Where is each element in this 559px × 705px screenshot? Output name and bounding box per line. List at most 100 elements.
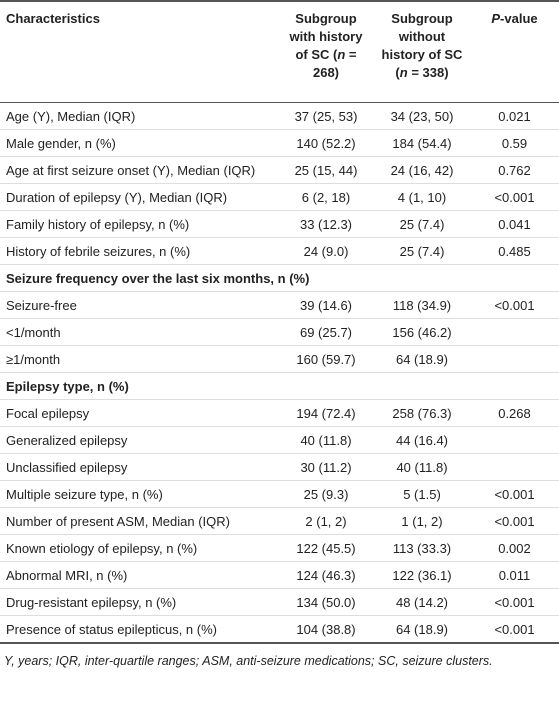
header-text: = 338) <box>407 65 449 80</box>
header-text: Subgroup with history of SC ( <box>289 11 363 62</box>
table-row: Family history of epilepsy, n (%) 33 (12.… <box>0 210 559 238</box>
table-row: Number of present ASM, Median (IQR) 2 (1,… <box>0 507 559 535</box>
header-italic: P <box>491 11 501 26</box>
value-cell: 44 (16.4) <box>374 426 470 454</box>
label-cell: Age (Y), Median (IQR) <box>0 102 278 130</box>
table-row: Seizure-free 39 (14.6) 118 (34.9) <0.001 <box>0 291 559 319</box>
value-cell: 24 (9.0) <box>278 237 374 265</box>
value-cell: <0.001 <box>494 621 535 637</box>
header-row: Characteristics Subgroup with history of … <box>0 1 559 103</box>
table-row: Known etiology of epilepsy, n (%) 122 (45… <box>0 534 559 562</box>
value-cell: 134 (50.0) <box>278 588 374 616</box>
label-cell: Drug-resistant epilepsy, n (%) <box>0 588 278 616</box>
data-table: Characteristics Subgroup with history of … <box>0 0 559 644</box>
value-cell: <0.001 <box>470 507 559 535</box>
label-cell: Abnormal MRI, n (%) <box>0 561 278 589</box>
header-cell: Subgroup without history of SC (n = 338) <box>374 1 470 103</box>
table-row: Duration of epilepsy (Y), Median (IQR) 6 … <box>0 183 559 211</box>
empty-cell <box>470 426 559 454</box>
table-row: Focal epilepsy 194 (72.4) 258 (76.3) 0.268 <box>0 399 559 427</box>
label-cell: Family history of epilepsy, n (%) <box>0 210 278 238</box>
header-text: Subgroup without history of SC ( <box>381 11 463 80</box>
value-cell: 1 (1, 2) <box>374 507 470 535</box>
table-row: Age at first seizure onset (Y), Median (… <box>0 156 559 184</box>
table-row: History of febrile seizures, n (%) 24 (9.… <box>0 237 559 265</box>
value-cell: 34 (23, 50) <box>374 102 470 130</box>
value-cell: <0.001 <box>470 588 559 616</box>
value-cell: 0.011 <box>470 561 559 589</box>
table-row: Multiple seizure type, n (%) 25 (9.3) 5 (1… <box>0 480 559 508</box>
value-cell: 184 (54.4) <box>374 129 470 157</box>
empty-cell <box>470 453 559 481</box>
label-cell: Male gender, n (%) <box>0 129 278 157</box>
table-row: Unclassified epilepsy 30 (11.2) 40 (11.8) <box>0 453 559 481</box>
value-cell: 0.59 <box>470 129 559 157</box>
value-cell: 39 (14.6) <box>278 291 374 319</box>
value-cell: 40 (11.8) <box>374 453 470 481</box>
value-cell: 25 (7.4) <box>374 210 470 238</box>
value-cell: 5 (1.5) <box>374 480 470 508</box>
value-cell: <0.001 <box>470 291 559 319</box>
empty-cell <box>470 318 559 346</box>
table-body: Age (Y), Median (IQR) 37 (25, 53) 34 (23, … <box>0 102 559 644</box>
table-row: Abnormal MRI, n (%) 124 (46.3) 122 (36.1) 0… <box>0 561 559 589</box>
header-cell: Subgroup with history of SC (n = 268) <box>278 1 374 103</box>
empty-cell <box>470 345 559 373</box>
label-cell: History of febrile seizures, n (%) <box>0 237 278 265</box>
header-text: = 268) <box>312 47 357 80</box>
value-cell: 0.762 <box>470 156 559 184</box>
label-cell: ≥1/month <box>0 345 278 373</box>
label-cell: Presence of status epilepticus, n (%) <box>6 621 217 637</box>
label-cell: Multiple seizure type, n (%) <box>0 480 278 508</box>
value-cell: 30 (11.2) <box>278 453 374 481</box>
label-cell: <1/month <box>0 318 278 346</box>
value-cell: <0.001 <box>470 480 559 508</box>
value-cell: 48 (14.2) <box>374 588 470 616</box>
table-row: Male gender, n (%) 140 (52.2) 184 (54.4) 0.… <box>0 129 559 157</box>
value-cell: 258 (76.3) <box>374 399 470 427</box>
value-cell: 6 (2, 18) <box>278 183 374 211</box>
header-text: Characteristics <box>6 11 100 26</box>
header-italic: n <box>337 47 346 62</box>
value-cell: 4 (1, 10) <box>374 183 470 211</box>
table-row: Drug-resistant epilepsy, n (%) 134 (50.0)… <box>0 588 559 616</box>
table-row: ≥1/month 160 (59.7) 64 (18.9) <box>0 345 559 373</box>
table-row: Generalized epilepsy 40 (11.8) 44 (16.4) <box>0 426 559 454</box>
label-cell: Seizure-free <box>0 291 278 319</box>
value-cell: 2 (1, 2) <box>278 507 374 535</box>
header-cell: Characteristics <box>0 1 278 103</box>
label-cell: Unclassified epilepsy <box>0 453 278 481</box>
value-cell: 122 (45.5) <box>278 534 374 562</box>
label-cell: Number of present ASM, Median (IQR) <box>0 507 278 535</box>
table-row: Epilepsy type, n (%) <box>0 372 559 400</box>
value-cell: 140 (52.2) <box>278 129 374 157</box>
header-italic: n <box>399 65 408 80</box>
value-cell: 0.002 <box>470 534 559 562</box>
value-cell: <0.001 <box>470 183 559 211</box>
value-cell: 118 (34.9) <box>374 291 470 319</box>
value-cell: 0.485 <box>470 237 559 265</box>
value-cell: 0.041 <box>470 210 559 238</box>
header-cell: P-value <box>470 1 559 103</box>
value-cell: 160 (59.7) <box>278 345 374 373</box>
label-cell: Duration of epilepsy (Y), Median (IQR) <box>0 183 278 211</box>
section-heading: Seizure frequency over the last six mont… <box>0 264 559 292</box>
value-cell: 194 (72.4) <box>278 399 374 427</box>
value-cell: 122 (36.1) <box>374 561 470 589</box>
table-row: Seizure frequency over the last six mont… <box>0 264 559 292</box>
value-cell: 124 (46.3) <box>278 561 374 589</box>
value-cell: 37 (25, 53) <box>278 102 374 130</box>
label-cell: Focal epilepsy <box>0 399 278 427</box>
table-row: Presence of status epilepticus, n (%) 104… <box>0 616 559 644</box>
value-cell: 113 (33.3) <box>374 534 470 562</box>
value-cell: 69 (25.7) <box>278 318 374 346</box>
value-cell: 40 (11.8) <box>278 426 374 454</box>
value-cell: 104 (38.8) <box>296 621 356 637</box>
section-heading: Epilepsy type, n (%) <box>0 372 559 400</box>
footnote: Y, years; IQR, inter-quartile ranges; AS… <box>4 654 493 668</box>
header-text: -value <box>500 11 538 26</box>
value-cell: 0.021 <box>470 102 559 130</box>
label-cell: Generalized epilepsy <box>0 426 278 454</box>
value-cell: 0.268 <box>470 399 559 427</box>
